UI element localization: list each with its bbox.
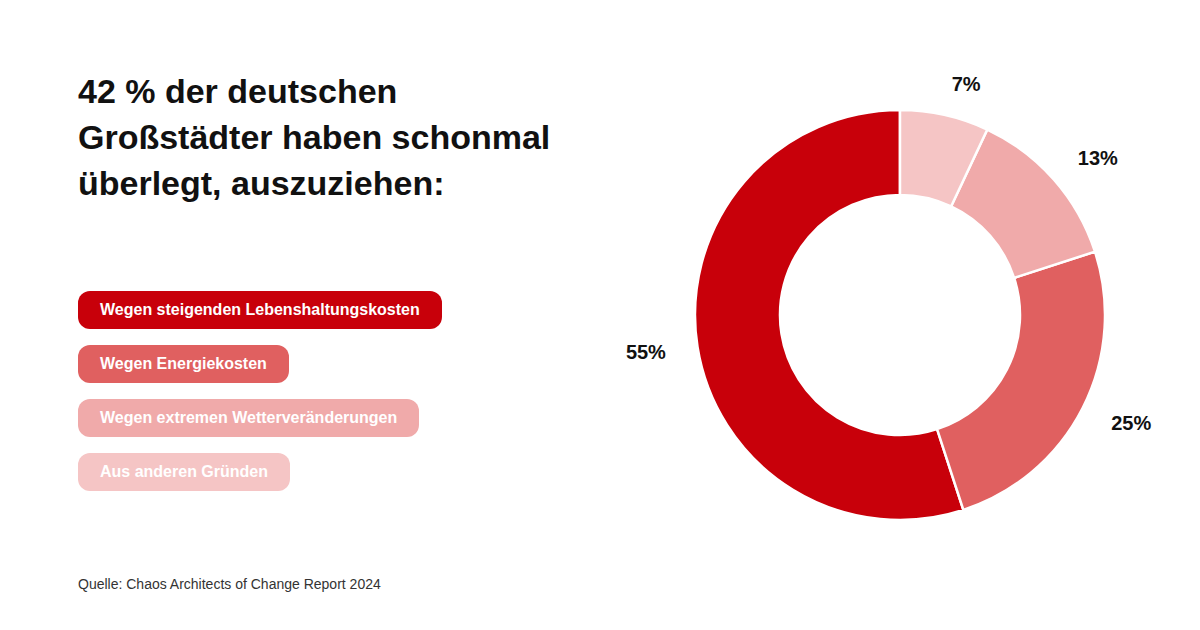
html-text:Quelle: Chaos Architects of Ch: Quelle: Chaos Architects of Change Repor… xyxy=(78,576,381,592)
svg-text:7%: 7% xyxy=(952,73,981,95)
html-text:Großstädter haben schonmal: Großstädter haben schonmal xyxy=(78,118,551,156)
svg-text:25%: 25% xyxy=(1111,412,1151,434)
html-text:überlegt, auszuziehen:: überlegt, auszuziehen: xyxy=(78,164,445,202)
html-text:42 % der deutschen: 42 % der deutschen xyxy=(78,72,398,110)
html-text:Aus anderen Gründen: Aus anderen Gründen xyxy=(100,463,268,480)
svg-text:55%: 55% xyxy=(626,341,666,363)
html-text:Wegen Energiekosten: Wegen Energiekosten xyxy=(100,355,267,372)
svg-text:13%: 13% xyxy=(1078,147,1118,169)
html-text:Wegen extremen Wetterveränderu: Wegen extremen Wetterveränderungen xyxy=(100,409,398,426)
html-text:Wegen steigenden Lebenshaltung: Wegen steigenden Lebenshaltungskosten xyxy=(100,301,420,318)
